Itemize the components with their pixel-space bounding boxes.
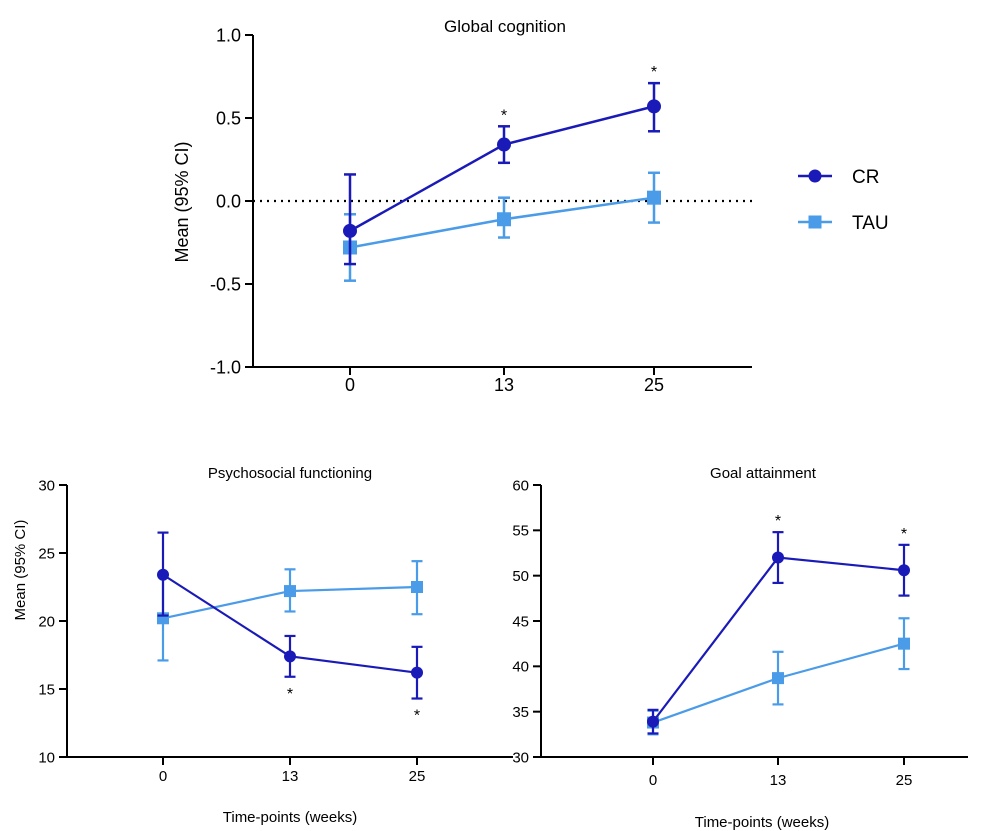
y-tick-label: 25 xyxy=(38,545,55,562)
x-tick-label: 13 xyxy=(282,768,299,785)
legend-cr-marker xyxy=(808,169,822,183)
y-tick-label: 0.5 xyxy=(216,108,241,128)
y-tick-label: 20 xyxy=(38,613,55,630)
x-tick-label: 13 xyxy=(770,772,787,789)
x-tick-label: 0 xyxy=(649,772,657,789)
chart-title: Psychosocial functioning xyxy=(208,465,372,482)
x-tick-label: 25 xyxy=(644,375,664,395)
legend-tau-marker xyxy=(808,215,822,229)
legend-cr-label: CR xyxy=(852,167,879,188)
y-tick-label: 1.0 xyxy=(216,25,241,45)
series-cr-point xyxy=(157,568,169,581)
chart-title: Goal attainment xyxy=(710,465,817,482)
panel-global-cognition: Global cognition Mean (95% CI) 1.0 0.5 0.0… xyxy=(172,17,752,395)
panel-goal-attainment: Goal attainment Time-points (weeks) 60 55… xyxy=(512,465,968,831)
series-tau-point xyxy=(497,212,511,227)
series-tau-point xyxy=(411,581,423,593)
panel-psychosocial-functioning: Psychosocial functioning Mean (95% CI) T… xyxy=(12,465,513,826)
significance-asterisk: * xyxy=(651,64,657,81)
x-axis-label: Time-points (weeks) xyxy=(223,809,357,826)
y-tick-label: 55 xyxy=(512,523,529,540)
series-cr-point xyxy=(647,715,659,728)
series-tau-point xyxy=(898,637,910,650)
series-cr-point xyxy=(284,650,296,663)
chart-title: Global cognition xyxy=(444,17,566,36)
y-tick-label: 15 xyxy=(38,681,55,698)
series-cr-point xyxy=(343,223,357,238)
y-tick-label: 30 xyxy=(512,749,529,766)
y-tick-label: 40 xyxy=(512,659,529,676)
y-tick-label: 10 xyxy=(38,749,55,766)
legend: CR TAU xyxy=(798,167,889,234)
legend-tau-label: TAU xyxy=(852,213,889,234)
x-axis-label: Time-points (weeks) xyxy=(695,814,829,831)
series-tau-point xyxy=(647,190,661,205)
significance-asterisk: * xyxy=(775,513,781,530)
x-tick-label: 0 xyxy=(345,375,355,395)
x-tick-label: 25 xyxy=(896,772,913,789)
series-cr-point xyxy=(647,99,661,114)
y-tick-label: -1.0 xyxy=(210,357,241,377)
x-tick-label: 13 xyxy=(494,375,514,395)
x-tick-label: 25 xyxy=(409,768,426,785)
series-cr-point xyxy=(772,551,784,564)
significance-asterisk: * xyxy=(501,107,507,124)
series-tau-point xyxy=(772,672,784,685)
y-tick-label: 0.0 xyxy=(216,191,241,211)
y-tick-label: -0.5 xyxy=(210,274,241,294)
series-tau-point xyxy=(284,585,296,598)
y-tick-label: 60 xyxy=(512,477,529,494)
x-tick-label: 0 xyxy=(159,768,167,785)
significance-asterisk: * xyxy=(287,686,293,703)
y-tick-label: 30 xyxy=(38,477,55,494)
significance-asterisk: * xyxy=(901,526,907,543)
y-tick-label: 35 xyxy=(512,704,529,721)
significance-asterisk: * xyxy=(414,708,420,725)
y-axis-label: Mean (95% CI) xyxy=(172,141,192,262)
y-tick-label: 50 xyxy=(512,568,529,585)
series-cr-point xyxy=(497,137,511,152)
series-cr-point xyxy=(411,666,423,679)
y-tick-label: 45 xyxy=(512,613,529,630)
y-axis-label: Mean (95% CI) xyxy=(12,520,29,621)
series-cr-point xyxy=(898,564,910,577)
